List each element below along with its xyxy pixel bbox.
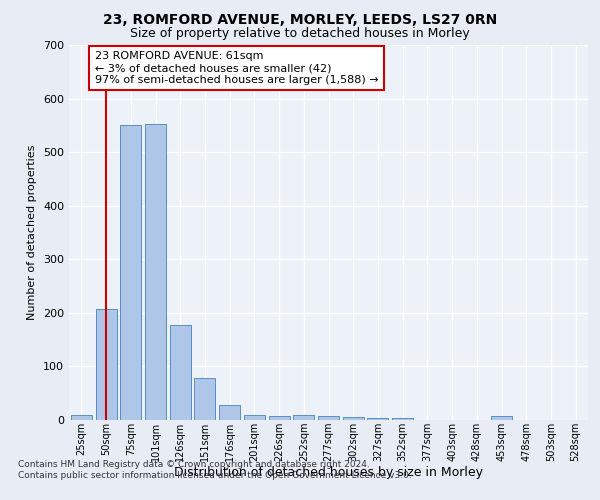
Bar <box>293 414 314 420</box>
Bar <box>219 405 240 420</box>
Bar <box>95 309 116 420</box>
Bar <box>170 324 191 420</box>
Bar <box>194 378 215 420</box>
Bar <box>318 416 339 420</box>
Bar <box>343 418 364 420</box>
Text: 23 ROMFORD AVENUE: 61sqm
← 3% of detached houses are smaller (42)
97% of semi-de: 23 ROMFORD AVENUE: 61sqm ← 3% of detache… <box>95 52 379 84</box>
Bar <box>120 126 141 420</box>
Bar <box>269 416 290 420</box>
Bar <box>367 418 388 420</box>
Text: Size of property relative to detached houses in Morley: Size of property relative to detached ho… <box>130 28 470 40</box>
Bar <box>392 418 413 420</box>
Bar <box>145 124 166 420</box>
Text: Contains public sector information licensed under the Open Government Licence v3: Contains public sector information licen… <box>18 471 412 480</box>
Text: 23, ROMFORD AVENUE, MORLEY, LEEDS, LS27 0RN: 23, ROMFORD AVENUE, MORLEY, LEEDS, LS27 … <box>103 12 497 26</box>
Bar <box>491 416 512 420</box>
Y-axis label: Number of detached properties: Number of detached properties <box>28 145 37 320</box>
Bar <box>244 414 265 420</box>
Text: Contains HM Land Registry data © Crown copyright and database right 2024.: Contains HM Land Registry data © Crown c… <box>18 460 370 469</box>
X-axis label: Distribution of detached houses by size in Morley: Distribution of detached houses by size … <box>174 466 483 479</box>
Bar <box>71 414 92 420</box>
